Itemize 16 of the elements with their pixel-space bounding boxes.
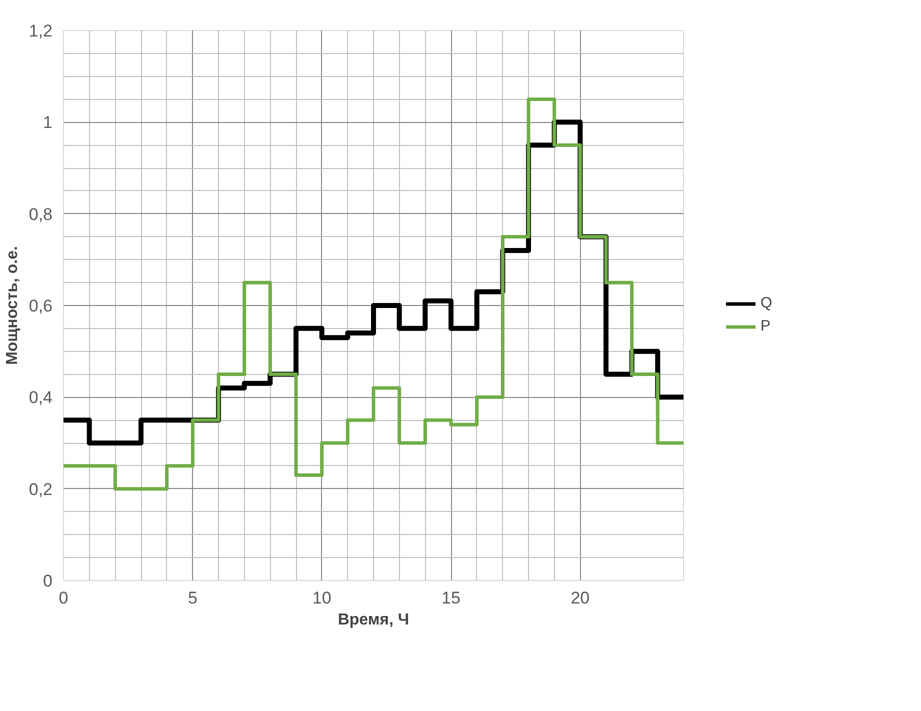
x-tick-label: 10 (312, 588, 332, 608)
y-tick-label: 1,2 (28, 22, 53, 40)
x-tick-label: 15 (442, 588, 460, 608)
x-tick-label: 20 (570, 588, 590, 608)
legend-label: P (760, 318, 772, 334)
y-tick-label: 0 (43, 572, 53, 590)
y-tick-label: 0,4 (28, 388, 53, 408)
legend-label: Q (760, 294, 774, 312)
y-tick-label: 0,8 (28, 204, 53, 224)
x-tick-label: 0 (58, 588, 68, 608)
y-tick-label: 0,2 (28, 480, 53, 499)
y-tick-label: 0,6 (28, 296, 53, 316)
y-axis-title: Мощность, о.е. (4, 246, 21, 365)
x-axis-title: Время, Ч (338, 612, 410, 628)
y-tick-label: 1 (43, 113, 53, 132)
x-tick-label: 5 (188, 588, 198, 608)
